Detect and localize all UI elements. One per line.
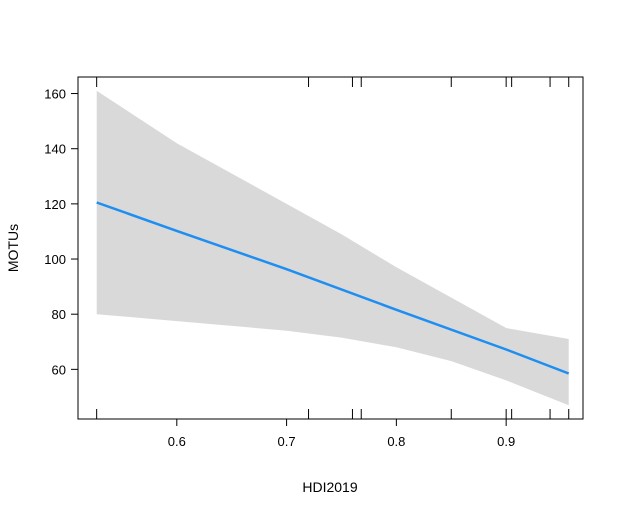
x-tick-label: 0.7 bbox=[278, 434, 296, 449]
y-tick-label: 80 bbox=[52, 307, 66, 322]
x-axis: 0.6 0.7 0.8 0.9 bbox=[168, 419, 515, 449]
y-tick-label: 100 bbox=[44, 252, 66, 267]
x-tick-label: 0.6 bbox=[168, 434, 186, 449]
fit-line bbox=[96, 201, 570, 375]
y-axis-title: MOTUs bbox=[5, 224, 21, 272]
y-tick-label: 160 bbox=[44, 87, 66, 102]
y-axis: 60 80 100 120 140 160 bbox=[44, 87, 78, 377]
y-tick-label: 120 bbox=[44, 197, 66, 212]
x-tick-label: 0.9 bbox=[497, 434, 515, 449]
y-tick-label: 60 bbox=[52, 362, 66, 377]
confidence-band bbox=[96, 90, 569, 406]
plot-frame bbox=[77, 76, 584, 420]
x-tick-label: 0.8 bbox=[387, 434, 405, 449]
y-tick-label: 140 bbox=[44, 142, 66, 157]
rug-marks bbox=[96, 77, 570, 419]
x-axis-title: HDI2019 bbox=[302, 479, 357, 495]
